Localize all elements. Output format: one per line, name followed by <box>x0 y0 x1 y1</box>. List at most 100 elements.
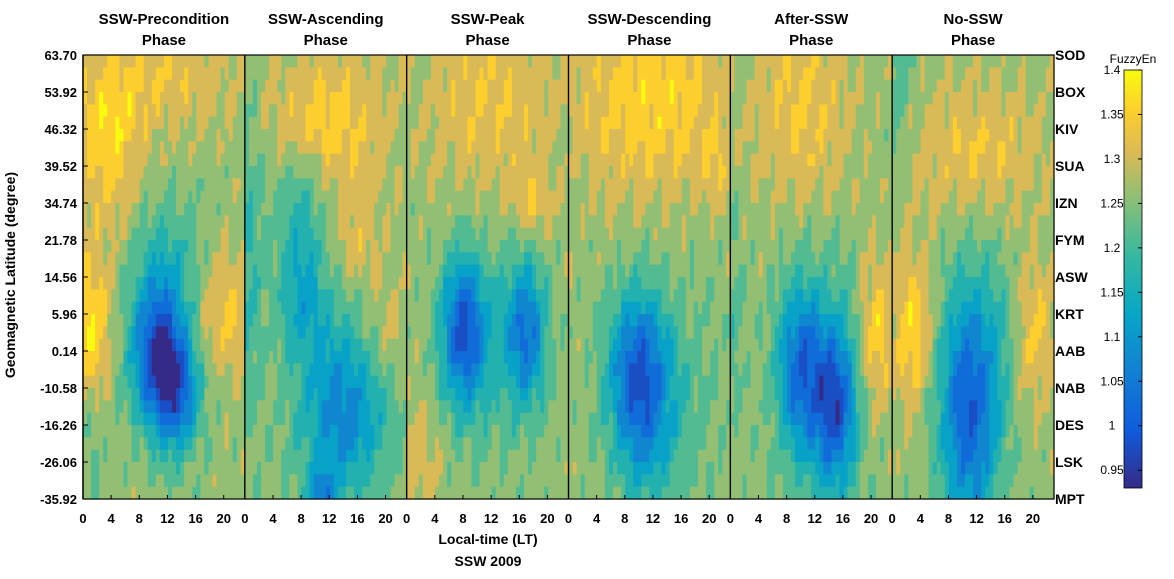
heatmap-cell <box>358 55 363 68</box>
heatmap-cell <box>285 67 290 81</box>
heatmap-cell <box>540 388 545 401</box>
heatmap-cell <box>305 462 311 475</box>
heatmap-cell <box>374 116 379 130</box>
heatmap-cell <box>151 326 157 340</box>
heatmap-cell <box>544 289 549 303</box>
heatmap-cell <box>325 412 331 426</box>
heatmap-cell <box>236 363 242 377</box>
heatmap-cell <box>139 79 145 93</box>
heatmap-cell <box>426 252 432 266</box>
heatmap-cell <box>382 314 388 327</box>
heatmap-cell <box>277 375 282 389</box>
heatmap-cell <box>115 116 121 130</box>
heatmap-cell <box>325 227 331 241</box>
heatmap-cell <box>305 264 311 278</box>
heatmap-cell <box>252 153 258 167</box>
heatmap-cell <box>564 79 570 93</box>
heatmap-cell <box>345 129 351 142</box>
heatmap-cell <box>87 153 92 167</box>
heatmap-cell <box>544 92 549 105</box>
heatmap-cell <box>159 190 165 204</box>
heatmap-cell <box>309 153 315 167</box>
heatmap-cell <box>556 215 562 229</box>
heatmap-cell <box>83 240 88 253</box>
heatmap-cell <box>528 437 533 451</box>
heatmap-cell <box>536 277 541 290</box>
heatmap-cell <box>572 67 578 81</box>
heatmap-cell <box>366 412 371 426</box>
heatmap-cell <box>479 116 485 130</box>
heatmap-cell <box>390 412 396 426</box>
heatmap-cell <box>552 462 557 475</box>
heatmap-cell <box>143 67 149 81</box>
heatmap-cell <box>471 141 477 155</box>
heatmap-cell <box>289 486 294 500</box>
heatmap-cell <box>568 141 574 155</box>
heatmap-cell <box>119 252 125 266</box>
heatmap-cell <box>459 240 464 253</box>
heatmap-cell <box>515 437 521 451</box>
heatmap-cell <box>208 425 214 438</box>
heatmap-cell <box>641 252 646 266</box>
heatmap-cell <box>560 203 566 216</box>
heatmap-cell <box>244 400 250 414</box>
heatmap-cell <box>192 314 197 327</box>
heatmap-cell <box>487 314 493 327</box>
heatmap-cell <box>430 314 436 327</box>
heatmap-cell <box>617 375 622 389</box>
heatmap-cell <box>430 338 436 352</box>
heatmap-cell <box>159 437 165 451</box>
heatmap-cell <box>374 301 379 315</box>
heatmap-cell <box>463 227 468 241</box>
heatmap-cell <box>487 474 493 488</box>
heatmap-cell <box>107 338 112 352</box>
heatmap-cell <box>410 277 416 290</box>
heatmap-cell <box>196 400 201 414</box>
heatmap-cell <box>540 277 545 290</box>
heatmap-cell <box>337 474 343 488</box>
heatmap-cell <box>119 289 125 303</box>
heatmap-cell <box>398 351 404 364</box>
heatmap-cell <box>135 178 141 192</box>
heatmap-cell <box>600 129 606 142</box>
heatmap-cell <box>366 388 371 401</box>
heatmap-cell <box>524 227 529 241</box>
heatmap-cell <box>143 314 149 327</box>
heatmap-cell <box>568 215 574 229</box>
heatmap-cell <box>228 141 234 155</box>
heatmap-cell <box>212 375 218 389</box>
heatmap-cell <box>273 301 278 315</box>
heatmap-cell <box>127 203 133 216</box>
heatmap-cell <box>430 474 436 488</box>
heatmap-cell <box>390 116 396 130</box>
heatmap-cell <box>430 116 436 130</box>
heatmap-cell <box>515 338 521 352</box>
heatmap-cell <box>568 252 574 266</box>
heatmap-cell <box>455 437 460 451</box>
heatmap-cell <box>451 252 456 266</box>
heatmap-cell <box>87 400 92 414</box>
heatmap-cell <box>459 227 464 241</box>
heatmap-cell <box>552 388 557 401</box>
heatmap-cell <box>600 314 606 327</box>
heatmap-cell <box>507 400 513 414</box>
heatmap-cell <box>325 363 331 377</box>
heatmap-cell <box>487 388 493 401</box>
heatmap-cell <box>313 264 319 278</box>
heatmap-cell <box>337 190 343 204</box>
heatmap-cell <box>422 289 428 303</box>
heatmap-cell <box>83 338 88 352</box>
heatmap-cell <box>107 203 112 216</box>
heatmap-cell <box>394 314 400 327</box>
heatmap-cell <box>358 67 363 81</box>
heatmap-cell <box>418 277 424 290</box>
heatmap-cell <box>633 326 638 340</box>
heatmap-cell <box>625 141 630 155</box>
heatmap-cell <box>362 178 367 192</box>
heatmap-cell <box>333 55 339 68</box>
heatmap-cell <box>633 400 638 414</box>
heatmap-cell <box>410 141 416 155</box>
heatmap-cell <box>350 79 355 93</box>
heatmap-cell <box>212 67 218 81</box>
heatmap-cell <box>560 351 566 364</box>
